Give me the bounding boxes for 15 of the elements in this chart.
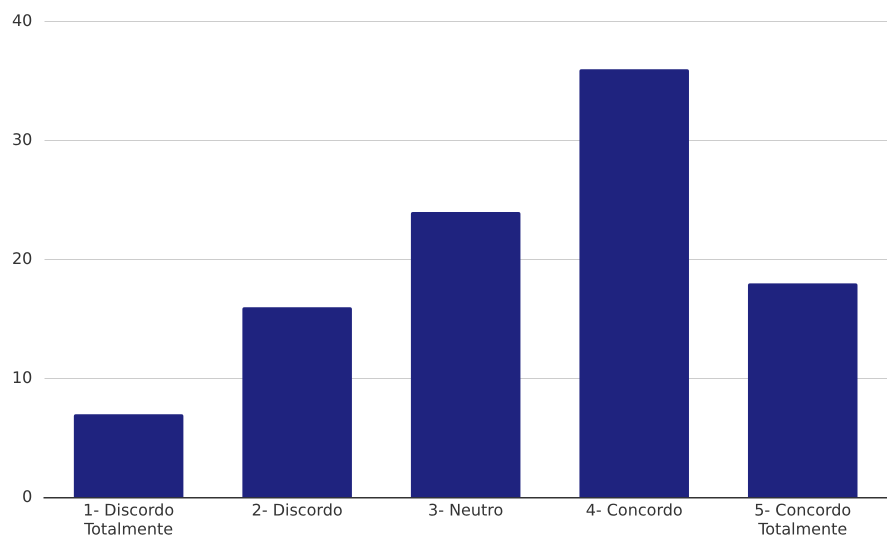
bar xyxy=(748,283,858,498)
bar xyxy=(242,307,352,498)
x-tick-label: 4- Concordo xyxy=(586,500,683,520)
y-tick-label: 30 xyxy=(12,130,32,149)
x-tick-label: 5- Concordo Totalmente xyxy=(754,500,852,539)
y-tick-label: 40 xyxy=(12,10,32,30)
y-tick-label: 20 xyxy=(12,248,32,268)
bar xyxy=(74,414,184,498)
bar xyxy=(579,69,689,498)
bar xyxy=(410,212,520,498)
x-tick-label: 1- Discordo Totalmente xyxy=(83,500,174,539)
x-tick-label: 2- Discordo xyxy=(252,500,343,520)
x-tick-label: 3- Neutro xyxy=(428,500,504,520)
y-tick-label: 10 xyxy=(12,368,32,387)
y-tick-label: 0 xyxy=(22,486,32,506)
